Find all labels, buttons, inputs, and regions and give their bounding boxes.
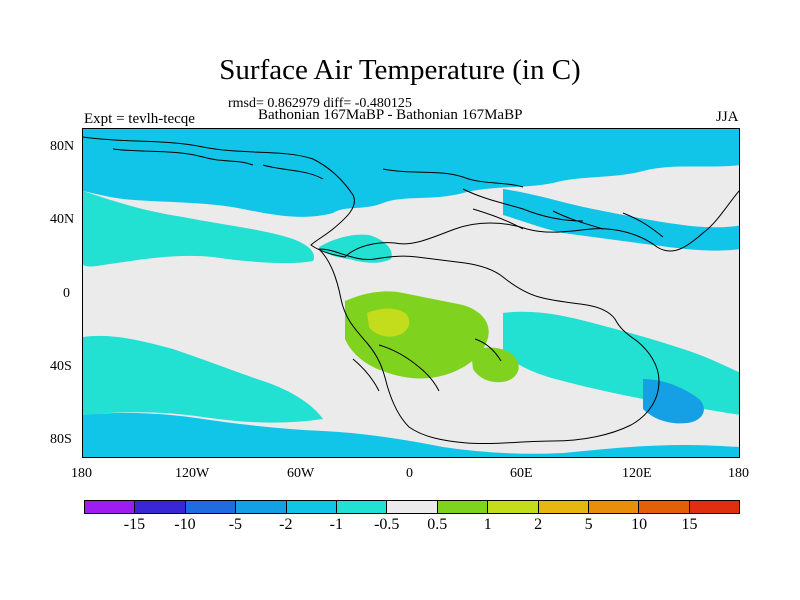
colorbar-label: 5 [584, 516, 593, 533]
lon-tick-label: 0 [406, 466, 413, 481]
cool-anomaly-southern-ocean [83, 412, 739, 457]
experiment-label: Expt = tevlh-tecqe [84, 111, 195, 127]
colorbar-label: -5 [228, 516, 243, 533]
colorbar-swatch [286, 501, 337, 513]
colorbar-label: 15 [681, 516, 698, 533]
colorbar-swatch [437, 501, 489, 513]
colorbar-label: 0.5 [427, 516, 448, 533]
stats-line: rmsd= 0.862979 diff= -0.480125 [228, 96, 412, 111]
colorbar-label: 1 [483, 516, 492, 533]
colorbar-swatch [639, 501, 690, 513]
colorbar-label: -2 [279, 516, 293, 533]
lat-tick-label: 80S [50, 432, 72, 447]
lon-tick-label: 180 [71, 466, 92, 481]
coastline-north-islands [112, 148, 524, 188]
colorbar-swatch [588, 501, 640, 513]
lat-tick-label: 0 [63, 286, 70, 301]
temperature-map [83, 129, 739, 457]
lat-tick-label: 80N [50, 139, 75, 154]
colorbar-swatch [538, 501, 589, 513]
lon-tick-label: 60E [510, 466, 533, 481]
season-label: JJA [716, 109, 739, 125]
colorbar-swatch [488, 501, 539, 513]
colorbar-swatch [135, 501, 186, 513]
lat-tick-label: 40N [50, 212, 75, 227]
colorbar-label: -0.5 [374, 516, 400, 533]
coastline-europe-asia-islands [462, 188, 664, 238]
lon-tick-label: 120W [175, 466, 210, 481]
cool-anomaly-south-indian [503, 311, 739, 415]
lon-tick-label: 180 [728, 466, 749, 481]
cool-anomaly-arctic [83, 129, 739, 217]
colorbar-swatch [185, 501, 237, 513]
warm-anomaly-africa [471, 347, 519, 383]
case-label: Bathonian 167MaBP - Bathonian 167MaBP [258, 107, 523, 123]
colorbar-label: -1 [329, 516, 343, 533]
cool-anomaly-north-pacific [83, 191, 315, 267]
colorbar-swatch [689, 501, 740, 513]
coastline-laurasia [83, 136, 739, 258]
colorbar-swatch [236, 501, 287, 513]
coastline-inner-gondwana [352, 338, 502, 392]
lat-tick-label: 40S [50, 359, 72, 374]
colorbar-label: -10 [174, 516, 196, 533]
lon-tick-label: 60W [287, 466, 315, 481]
colorbar [84, 500, 740, 514]
warm-anomaly-south-america-core [367, 308, 410, 337]
colorbar-label: 10 [631, 516, 648, 533]
colorbar-label: -15 [123, 516, 146, 533]
colorbar-swatch [336, 501, 388, 513]
lon-tick-label: 120E [622, 466, 652, 481]
chart-title: Surface Air Temperature (in C) [219, 54, 581, 86]
colorbar-swatch [85, 501, 136, 513]
colorbar-label: 2 [534, 516, 543, 533]
cool-anomaly-north-asia [503, 189, 739, 251]
colorbar-swatch [387, 501, 438, 513]
coastline-gondwana [317, 248, 660, 445]
map-panel [82, 128, 740, 458]
cool-anomaly-southern-ocean-west [83, 335, 323, 423]
